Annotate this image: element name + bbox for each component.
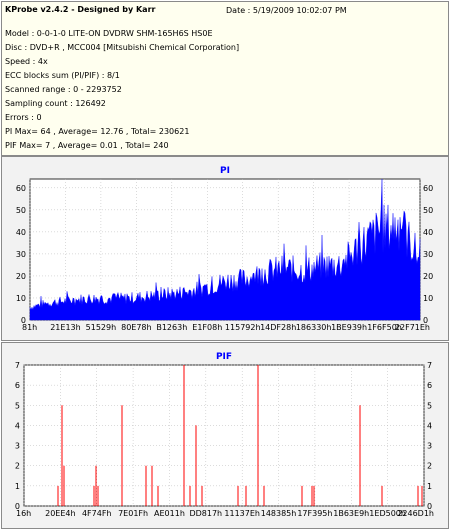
y-tick-left: 0: [15, 502, 20, 511]
y-tick-right: 4: [427, 421, 432, 430]
x-tick-label: DD817h: [189, 509, 222, 518]
x-tick-label: 22F71Eh: [395, 323, 430, 332]
pi-chart-panel: 0 0 10 10 20 20 30 30 40 40 50 50 60 60 81h 21E13h 51529…: [1, 156, 449, 341]
y-tick-left: 3: [15, 442, 20, 451]
pi-summary-line: PI Max= 64 , Average= 12.76 , Total= 230…: [5, 127, 190, 136]
y-tick-left: 0: [21, 316, 26, 325]
y-tick-left: 40: [16, 228, 26, 237]
errors-line: Errors : 0: [5, 113, 42, 122]
x-tick-label: 1B63E9h: [333, 509, 369, 518]
x-tick-label: E1F08h: [192, 323, 222, 332]
chart-title: PI: [220, 166, 230, 176]
y-tick-right: 40: [423, 228, 433, 237]
y-tick-right: 6: [427, 381, 432, 390]
y-tick-left: 50: [16, 206, 26, 215]
y-tick-left: 10: [16, 294, 26, 303]
y-tick-right: 2: [427, 462, 432, 471]
x-tick-label: 1BE939h: [331, 323, 367, 332]
y-tick-left: 60: [16, 184, 26, 193]
y-tick-right: 10: [423, 294, 433, 303]
y-tick-right: 20: [423, 272, 433, 281]
y-tick-left: 1: [15, 482, 20, 491]
y-tick-right: 3: [427, 442, 432, 451]
info-panel: KProbe v2.4.2 - Designed by Karr Date : …: [1, 1, 449, 156]
y-tick-right: 50: [423, 206, 433, 215]
pif-summary-line: PIF Max= 7 , Average= 0.01 , Total= 240: [5, 141, 169, 150]
y-tick-left: 4: [15, 421, 20, 430]
x-tick-label: 186330h: [296, 323, 332, 332]
y-tick-left: 5: [15, 401, 20, 410]
scan-date: Date : 5/19/2009 10:02:07 PM: [226, 6, 347, 15]
y-tick-right: 0: [427, 502, 432, 511]
pi-chart: 0 0 10 10 20 20 30 30 40 40 50 50 60 60 81h 21E13h 51529…: [16, 166, 433, 332]
x-tick-label: 20EE4h: [45, 509, 75, 518]
range-line: Scanned range : 0 - 2293752: [5, 85, 122, 94]
y-tick-left: 7: [15, 361, 20, 370]
y-tick-left: 20: [16, 272, 26, 281]
x-tick-label: 14DF28h: [260, 323, 296, 332]
disc-line: Disc : DVD+R , MCC004 [Mitsubishi Chemic…: [5, 43, 240, 52]
x-tick-label: B1263h: [156, 323, 187, 332]
y-tick-left: 2: [15, 462, 20, 471]
x-tick-label: 1F6F50h: [367, 323, 402, 332]
pif-chart: 0 0 1 1 2 2 3 3 4 4 5 5 6 6 7 7 16h 20EE4h 4F74Fh 7E01Fh AE0…: [15, 352, 434, 518]
pi-series: [29, 178, 421, 321]
x-tick-label: 7E01Fh: [118, 509, 148, 518]
x-tick-label: 148385h: [261, 509, 297, 518]
x-tick-label: 4F74Fh: [82, 509, 112, 518]
y-tick-right: 0: [423, 316, 428, 325]
y-tick-right: 30: [423, 250, 433, 259]
sampling-line: Sampling count : 126492: [5, 99, 106, 108]
x-tick-label: 81h: [22, 323, 37, 332]
x-tick-label: 1ED500h: [369, 509, 406, 518]
x-tick-label: 115792h: [225, 323, 261, 332]
x-tick-label: 51529h: [86, 323, 117, 332]
y-tick-right: 7: [427, 361, 432, 370]
x-tick-label: 21E13h: [50, 323, 80, 332]
y-tick-right: 5: [427, 401, 432, 410]
x-tick-label: 17F395h: [297, 509, 332, 518]
y-tick-left: 30: [16, 250, 26, 259]
model-line: Model : 0-0-1-0 LITE-ON DVDRW SHM-165H6S…: [5, 29, 213, 38]
pif-chart-panel: 0 0 1 1 2 2 3 3 4 4 5 5 6 6 7 7 16h 20EE4h 4F74Fh 7E01Fh AE0…: [1, 342, 449, 529]
x-tick-label: 80E78h: [121, 323, 151, 332]
x-tick-label: 11137Eh: [224, 509, 260, 518]
speed-line: Speed : 4x: [5, 57, 48, 66]
x-tick-label: 16h: [16, 509, 31, 518]
plot-area: [23, 364, 425, 507]
x-tick-label: 2246D1h: [397, 509, 434, 518]
x-tick-label: AE011h: [154, 509, 185, 518]
chart-title: PIF: [216, 352, 232, 362]
y-tick-left: 6: [15, 381, 20, 390]
y-tick-right: 60: [423, 184, 433, 193]
ecc-line: ECC blocks sum (PI/PIF) : 8/1: [5, 71, 120, 80]
app-title: KProbe v2.4.2 - Designed by Karr: [5, 5, 156, 14]
y-tick-right: 1: [427, 482, 432, 491]
